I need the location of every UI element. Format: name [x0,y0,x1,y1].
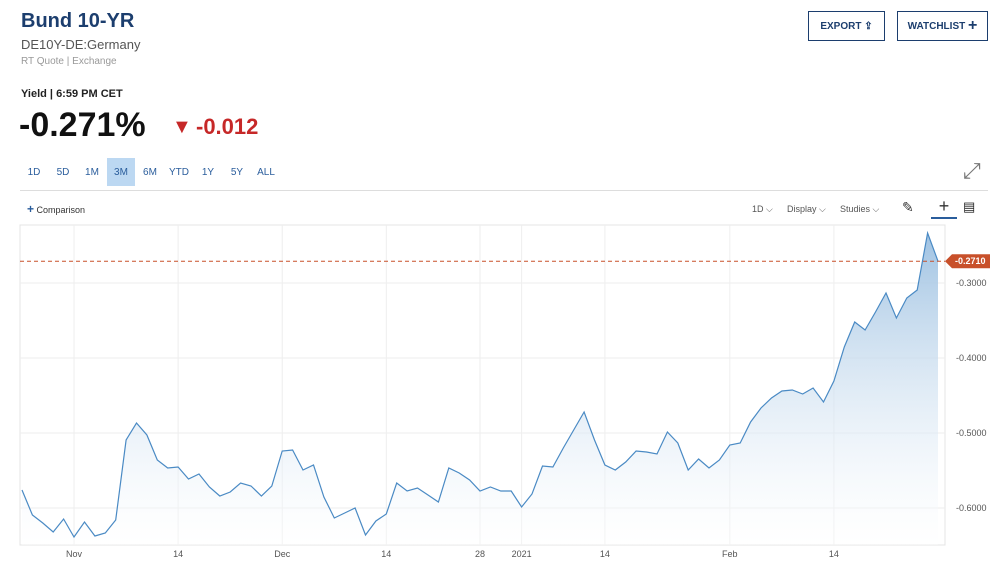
x-tick-label: 28 [475,549,485,559]
y-tick-label: -0.3000 [956,278,987,288]
range-button[interactable]: 1D [27,166,41,178]
watchlist-button[interactable]: WATCHLIST + [897,11,988,41]
comparison[interactable]: + Comparison [27,202,86,216]
comparison-label: Comparison [36,205,86,215]
area-fill [22,233,938,545]
interval-label: 1D [752,204,764,214]
crosshair-icon[interactable]: + [931,196,957,219]
quote-source: RT Quote | Exchange [21,56,117,67]
range-button[interactable]: 6M [143,166,157,178]
change-arrow: ▼ [172,116,192,138]
display-label: Display [787,204,817,214]
studies[interactable]: Studies ⌵ [840,204,880,214]
draw-icon[interactable]: ✎ [902,199,914,215]
export-label: EXPORT [820,20,862,32]
x-tick-label: Feb [722,549,738,559]
export-button[interactable]: EXPORT ⇪ [808,11,885,41]
y-tick-label: -0.4000 [956,353,987,363]
x-tick-label: 14 [381,549,391,559]
reference-tag [945,254,990,269]
last-price: -0.271% [19,106,146,144]
y-tick-label: -0.6000 [956,503,987,513]
x-tick-label: Nov [66,549,83,559]
x-tick-label: 2021 [512,549,532,559]
title: Bund 10-YR [21,10,135,32]
interval[interactable]: 1D ⌵ [752,204,773,214]
x-tick-label: 14 [173,549,183,559]
range-button[interactable]: 3M [107,158,135,186]
watchlist-label: WATCHLIST [907,20,966,32]
range-button[interactable]: 5D [56,166,70,178]
x-tick-label: 14 [829,549,839,559]
range-button[interactable]: 5Y [230,166,244,178]
reference-label: -0.2710 [955,256,986,266]
yield-time: Yield | 6:59 PM CET [21,88,123,100]
plot-frame [19,224,946,546]
range-button[interactable]: 1Y [201,166,215,178]
x-tick-label: 14 [600,549,610,559]
range-button[interactable]: YTD [169,166,189,178]
range-button[interactable]: 1M [85,166,99,178]
price-line [21,230,939,539]
expand-icon[interactable]: ⤢ [963,158,981,183]
display[interactable]: Display ⌵ [787,204,826,214]
x-tick-label: Dec [274,549,291,559]
studies-label: Studies [840,204,871,214]
divider [20,190,988,191]
range-button[interactable]: ALL [257,166,275,178]
y-tick-label: -0.5000 [956,428,987,438]
symbol: DE10Y-DE:Germany [21,37,141,52]
comment-icon[interactable]: ▤ [963,199,976,214]
change: -0.012 [196,114,259,139]
